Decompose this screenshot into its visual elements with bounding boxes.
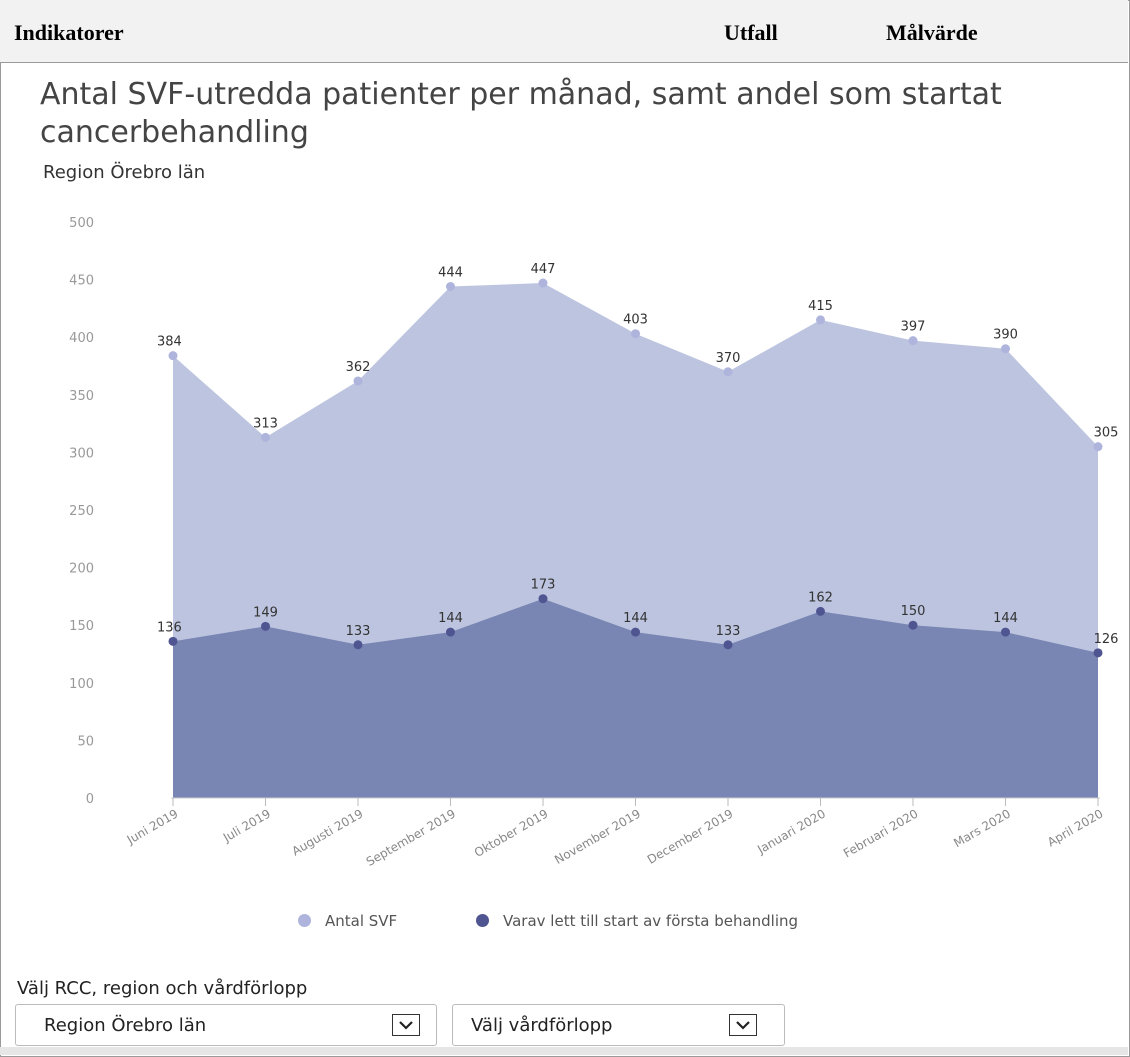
legend-marker-icon <box>476 914 489 927</box>
data-point <box>1001 344 1010 354</box>
data-point <box>723 367 733 377</box>
data-label: 144 <box>623 611 648 626</box>
data-label: 150 <box>901 604 926 619</box>
data-label: 173 <box>531 578 556 593</box>
column-header-target: Målvärde <box>886 20 978 45</box>
data-label: 144 <box>993 611 1018 626</box>
data-label: 370 <box>716 351 741 366</box>
y-tick-label: 450 <box>69 274 94 289</box>
data-point <box>1093 648 1103 658</box>
y-tick-label: 500 <box>69 216 94 231</box>
legend-item-varav-behandling[interactable]: Varav lett till start av första behandli… <box>476 912 798 930</box>
x-tick-label: Mars 2020 <box>951 806 1013 850</box>
data-label: 313 <box>253 416 278 431</box>
chart-markers <box>168 278 1103 658</box>
y-tick-label: 400 <box>69 331 94 346</box>
x-axis: Juni 2019 Juli 2019 Augusti 2019September … <box>124 797 1106 869</box>
data-point <box>631 329 640 339</box>
x-tick-label: Januari 2020 <box>754 806 828 857</box>
data-label: 384 <box>157 335 182 350</box>
data-point <box>538 278 548 288</box>
data-label: 133 <box>716 624 741 639</box>
data-label: 126 <box>1094 632 1119 647</box>
data-point <box>908 336 918 346</box>
x-tick-label: Februari 2020 <box>841 806 921 860</box>
x-tick-label: December 2019 <box>645 806 736 866</box>
data-point <box>168 351 178 361</box>
pathway-select[interactable]: Välj vårdförlopp <box>452 1004 785 1046</box>
x-tick-label: Juli 2019 <box>220 806 273 845</box>
data-label: 415 <box>808 299 833 314</box>
column-header-outcome: Utfall <box>724 20 778 45</box>
data-point <box>446 282 455 292</box>
table-header: Indikatorer Utfall Målvärde <box>0 0 1128 63</box>
chevron-down-icon[interactable] <box>729 1014 757 1036</box>
data-label: 390 <box>993 328 1018 343</box>
y-tick-label: 0 <box>86 792 94 807</box>
data-label: 397 <box>901 320 926 335</box>
y-tick-label: 200 <box>69 562 94 577</box>
data-point <box>631 627 640 637</box>
data-point <box>261 432 270 442</box>
legend-marker-icon <box>298 914 311 927</box>
legend-label: Varav lett till start av första behandli… <box>503 912 799 930</box>
data-point <box>261 621 270 631</box>
controls-label: Välj RCC, region och vårdförlopp <box>17 978 308 999</box>
area-series-1 <box>173 598 1098 798</box>
chart-areas <box>173 283 1098 798</box>
x-tick-label: April 2020 <box>1045 806 1106 849</box>
data-point <box>353 640 363 650</box>
bottom-divider <box>0 1047 1128 1055</box>
data-point <box>816 315 825 325</box>
data-label: 305 <box>1094 426 1119 441</box>
y-tick-label: 350 <box>69 389 94 404</box>
x-tick-label: Oktober 2019 <box>472 806 551 859</box>
y-tick-label: 300 <box>69 446 94 461</box>
data-label: 444 <box>438 266 463 281</box>
y-tick-label: 150 <box>69 619 94 634</box>
chart-title: Antal SVF-utredda patienter per månad, s… <box>40 77 1002 150</box>
x-tick-label: Augusti 2019 <box>289 806 365 858</box>
y-tick-label: 50 <box>77 734 94 749</box>
data-label: 447 <box>531 262 556 277</box>
region-select[interactable]: Region Örebro län <box>15 1004 437 1046</box>
y-axis: 0 50 100 150 200 250 300 350 400 450 500 <box>69 216 94 807</box>
data-point <box>1001 627 1010 637</box>
data-label: 149 <box>253 605 278 620</box>
data-labels: 384 313 362 444 447 403 370 415 397 390 305 136 149 1… <box>157 262 1118 647</box>
data-point <box>908 620 918 630</box>
data-point <box>723 640 733 650</box>
column-header-indicators: Indikatorer <box>14 20 124 45</box>
pathway-select-value: Välj vårdförlopp <box>471 1015 613 1036</box>
data-point <box>168 636 178 646</box>
data-point <box>1093 442 1103 452</box>
data-label: 403 <box>623 313 648 328</box>
data-point <box>816 606 825 616</box>
region-select-value: Region Örebro län <box>44 1015 207 1036</box>
data-point <box>446 627 455 637</box>
data-label: 136 <box>157 620 182 635</box>
data-point <box>353 376 363 386</box>
data-label: 162 <box>808 590 833 605</box>
x-tick-label: November 2019 <box>552 806 643 867</box>
y-tick-label: 250 <box>69 504 94 519</box>
legend-label: Antal SVF <box>325 912 398 930</box>
chevron-down-icon[interactable] <box>392 1014 420 1036</box>
y-tick-label: 100 <box>69 677 94 692</box>
x-tick-label: Juni 2019 <box>124 806 181 847</box>
data-point <box>538 594 548 604</box>
chart-subtitle: Region Örebro län <box>43 162 206 183</box>
data-label: 133 <box>346 624 371 639</box>
legend-item-antal-svf[interactable]: Antal SVF <box>298 912 397 930</box>
x-tick-label: September 2019 <box>364 806 458 868</box>
data-label: 144 <box>438 611 463 626</box>
data-label: 362 <box>346 360 371 375</box>
area-chart: 0 50 100 150 200 250 300 350 400 450 500 Juni 2019… <box>69 216 1118 869</box>
